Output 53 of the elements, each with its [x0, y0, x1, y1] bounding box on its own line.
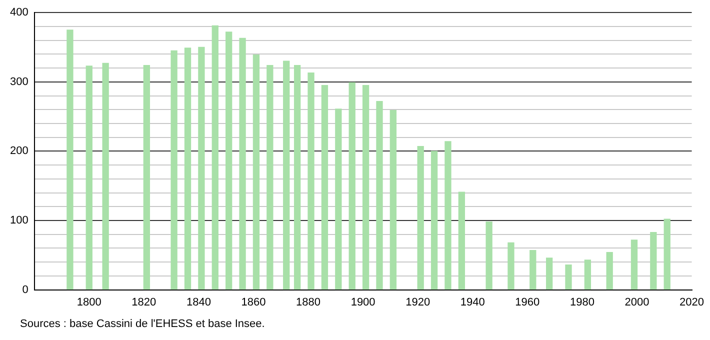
bar	[376, 100, 383, 290]
bar	[546, 258, 553, 290]
bar	[650, 232, 657, 290]
bar	[486, 222, 492, 290]
bar	[66, 30, 74, 290]
y-tick-label: 200	[10, 145, 28, 158]
bar	[606, 252, 613, 290]
bar	[184, 48, 192, 290]
bar	[226, 32, 232, 290]
bar	[390, 110, 397, 290]
y-tick-label: 0	[22, 284, 28, 296]
x-tick-label: 1880	[296, 296, 321, 308]
bar	[212, 25, 218, 290]
bar	[102, 62, 109, 290]
x-tick-label: 1980	[570, 296, 594, 308]
x-tick-label: 1860	[241, 296, 266, 308]
y-tick-label: 400	[10, 6, 28, 19]
bar	[252, 54, 260, 290]
bar	[630, 240, 638, 290]
x-tick-label: 1800	[76, 296, 102, 308]
bar	[294, 64, 301, 290]
bar	[584, 260, 592, 290]
bar	[664, 218, 670, 290]
bar	[143, 64, 150, 290]
x-tick-label: 2000	[624, 296, 650, 308]
bar	[239, 38, 246, 290]
x-tick-label: 2020	[680, 296, 704, 308]
bar	[170, 50, 178, 290]
x-tick-label: 1940	[460, 296, 485, 308]
bar	[530, 250, 536, 290]
bar	[335, 108, 342, 290]
bar	[430, 150, 438, 290]
x-tick-label: 1900	[350, 296, 376, 308]
bar	[362, 85, 370, 290]
source-note: Sources : base Cassini de l'EHESS et base Insee.	[20, 318, 265, 330]
bar	[86, 66, 92, 290]
bar	[283, 60, 290, 290]
x-tick-label: 1840	[186, 296, 211, 308]
bar	[508, 242, 514, 290]
bar	[417, 146, 424, 290]
bar	[444, 141, 452, 290]
bar	[348, 82, 356, 290]
y-tick-label: 100	[10, 214, 28, 227]
y-tick-label: 300	[10, 76, 28, 88]
bar	[308, 72, 314, 290]
x-tick-label: 1820	[132, 296, 156, 308]
bar	[321, 85, 328, 290]
x-tick-label: 1920	[406, 296, 430, 308]
x-tick-label: 1960	[515, 296, 540, 308]
bar	[198, 46, 205, 290]
bar	[565, 264, 572, 290]
bar	[266, 64, 274, 290]
bar	[458, 192, 465, 290]
